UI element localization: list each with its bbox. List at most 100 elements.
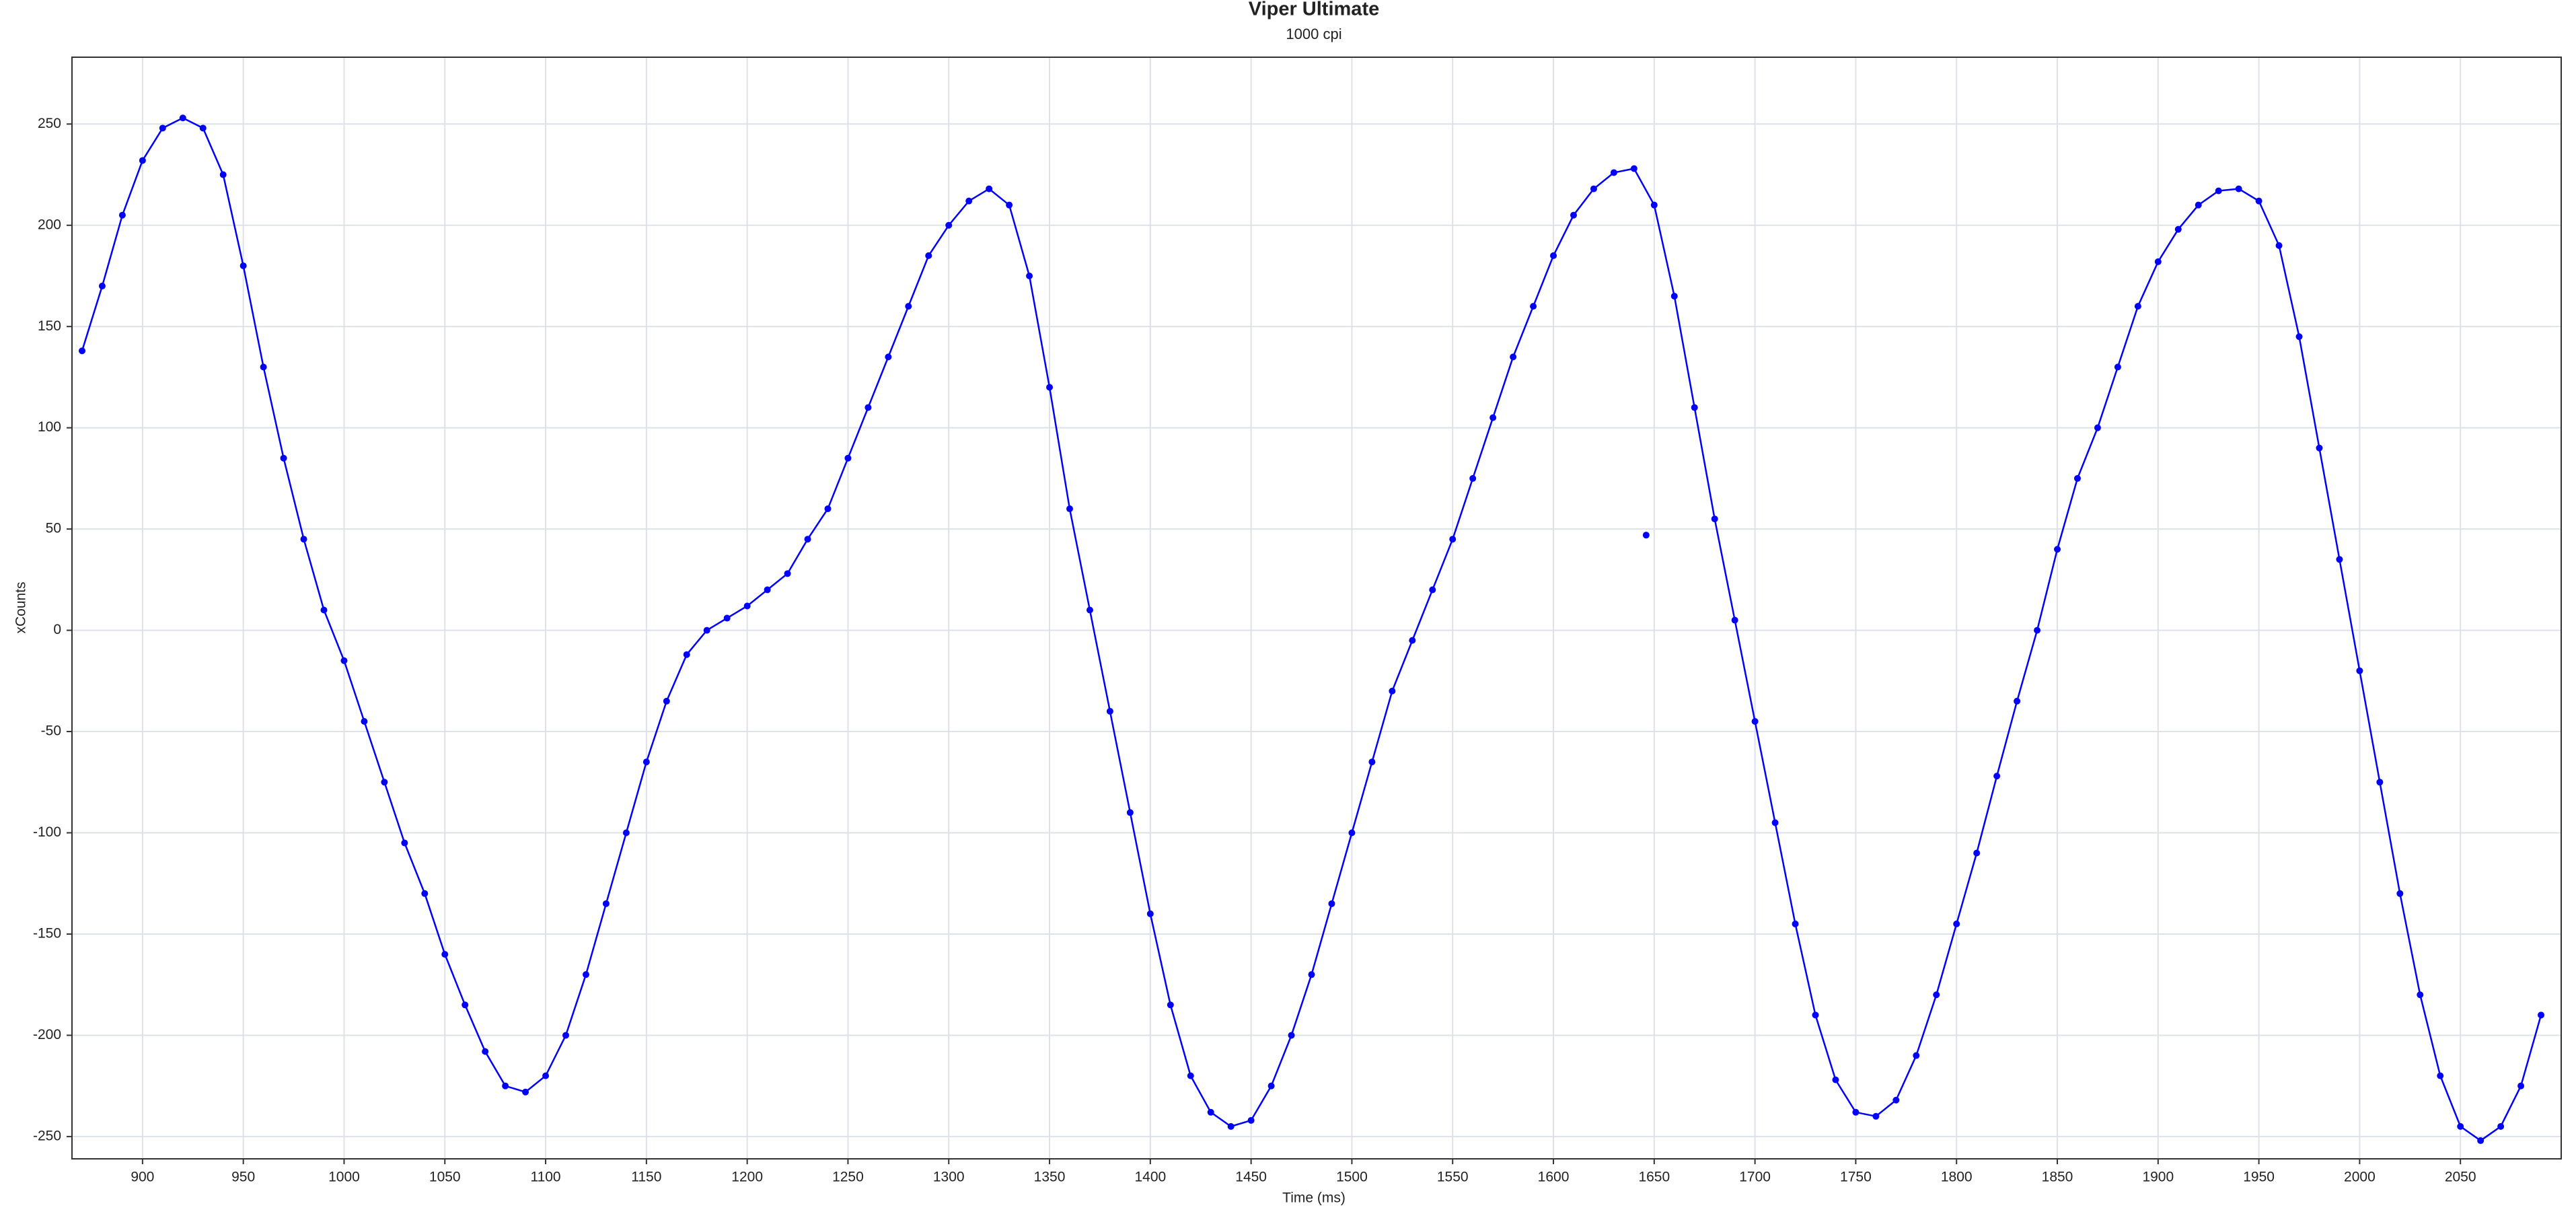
data-point	[864, 404, 872, 411]
y-tick-label: 150	[38, 318, 61, 334]
data-point	[320, 606, 328, 614]
data-point	[1550, 252, 1557, 259]
series-line	[81, 116, 2542, 1142]
data-point	[2094, 424, 2101, 431]
x-tick-label: 1800	[1941, 1170, 1973, 1185]
data-point	[1348, 829, 1356, 836]
data-point	[542, 1072, 550, 1079]
x-tick-label: 950	[231, 1170, 255, 1185]
y-tick-label: 200	[38, 217, 61, 232]
data-point	[1328, 900, 1335, 907]
data-point	[462, 1001, 469, 1009]
data-point	[1650, 201, 1658, 209]
data-point	[703, 627, 710, 634]
x-tick-label: 1950	[2243, 1170, 2275, 1185]
data-point	[240, 262, 247, 269]
data-point	[1267, 1082, 1275, 1090]
chart-subtitle: 1000 cpi	[1286, 26, 1341, 42]
data-point	[2316, 444, 2323, 452]
chart-title: Viper Ultimate	[1249, 0, 1379, 20]
grid	[72, 57, 2561, 1159]
data-point	[340, 657, 348, 664]
data-point	[945, 221, 953, 229]
x-tick-label: 1850	[2042, 1170, 2073, 1185]
data-point	[562, 1032, 570, 1039]
y-tick-label: -100	[33, 824, 61, 840]
data-point	[1953, 920, 1960, 927]
y-tick-label: -200	[33, 1027, 61, 1042]
data-point	[804, 536, 811, 543]
data-point	[219, 171, 227, 178]
data-point	[1389, 687, 1396, 694]
x-tick-label: 2000	[2344, 1170, 2376, 1185]
data-point	[1006, 201, 1013, 209]
x-tick-label: 1900	[2142, 1170, 2174, 1185]
data-point	[2014, 697, 2021, 705]
data-point	[1691, 404, 1698, 411]
x-tick-label: 1400	[1134, 1170, 1166, 1185]
data-point	[1630, 165, 1637, 172]
data-point	[642, 758, 650, 766]
data-point	[1832, 1076, 1839, 1083]
data-point	[1409, 637, 1416, 644]
y-tick-label: 100	[38, 419, 61, 435]
data-point	[2235, 185, 2242, 192]
data-point	[2336, 556, 2343, 563]
data-point	[441, 951, 449, 958]
x-tick-label: 1250	[832, 1170, 864, 1185]
data-point	[2195, 201, 2202, 209]
data-point	[1106, 707, 1113, 715]
x-tick-label: 1050	[429, 1170, 461, 1185]
data-point	[1187, 1072, 1194, 1079]
data-point	[663, 697, 670, 705]
data-point	[1146, 910, 1154, 917]
data-point	[179, 114, 186, 122]
data-point	[1288, 1032, 1295, 1039]
x-tick-label: 1300	[933, 1170, 965, 1185]
data-point	[986, 185, 993, 192]
data-point	[2255, 197, 2262, 205]
data-point	[1610, 169, 1617, 176]
data-point	[1449, 536, 1457, 543]
data-point	[1046, 384, 1054, 391]
data-point	[118, 211, 126, 219]
data-point	[1510, 353, 1517, 361]
data-point	[622, 829, 630, 836]
data-point	[2356, 667, 2363, 674]
data-point	[280, 454, 287, 462]
data-point	[1590, 185, 1597, 192]
data-point	[199, 124, 207, 132]
data-point	[1247, 1116, 1255, 1124]
x-tick-label: 1750	[1840, 1170, 1872, 1185]
data-point	[1429, 586, 1436, 594]
data-point	[2295, 333, 2303, 341]
data-point	[1086, 606, 1093, 614]
data-point	[1026, 272, 1033, 279]
data-point	[1489, 414, 1497, 421]
data-point	[2114, 363, 2121, 371]
data-point	[1167, 1001, 1174, 1009]
data-point	[925, 252, 932, 259]
data-point	[1892, 1096, 1900, 1104]
data-point	[2376, 779, 2384, 786]
data-point	[1642, 532, 1650, 539]
data-point	[1913, 1052, 1920, 1059]
data-point	[1812, 1011, 1819, 1019]
x-tick-label: 1550	[1437, 1170, 1469, 1185]
y-tick-label: -250	[33, 1128, 61, 1143]
data-point	[522, 1088, 529, 1096]
data-point	[1933, 991, 1940, 999]
x-tick-label: 1000	[328, 1170, 360, 1185]
data-point	[2174, 225, 2182, 233]
data-point	[421, 890, 429, 897]
data-point	[2497, 1122, 2505, 1130]
data-point	[743, 602, 751, 610]
data-point	[502, 1082, 509, 1090]
data-point	[824, 505, 832, 513]
data-point	[1771, 819, 1779, 826]
data-point	[2134, 303, 2141, 310]
data-point	[1792, 920, 1799, 927]
data-point	[1066, 505, 1073, 513]
data-point	[260, 363, 267, 371]
